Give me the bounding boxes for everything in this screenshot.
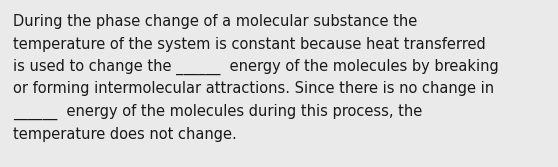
Text: During the phase change of a molecular substance the: During the phase change of a molecular s… [13,14,417,29]
Text: ______  energy of the molecules during this process, the: ______ energy of the molecules during th… [13,104,422,120]
Text: temperature does not change.: temperature does not change. [13,126,237,141]
Text: is used to change the ______  energy of the molecules by breaking: is used to change the ______ energy of t… [13,59,499,75]
Text: or forming intermolecular attractions. Since there is no change in: or forming intermolecular attractions. S… [13,81,494,97]
Text: temperature of the system is constant because heat transferred: temperature of the system is constant be… [13,37,486,51]
